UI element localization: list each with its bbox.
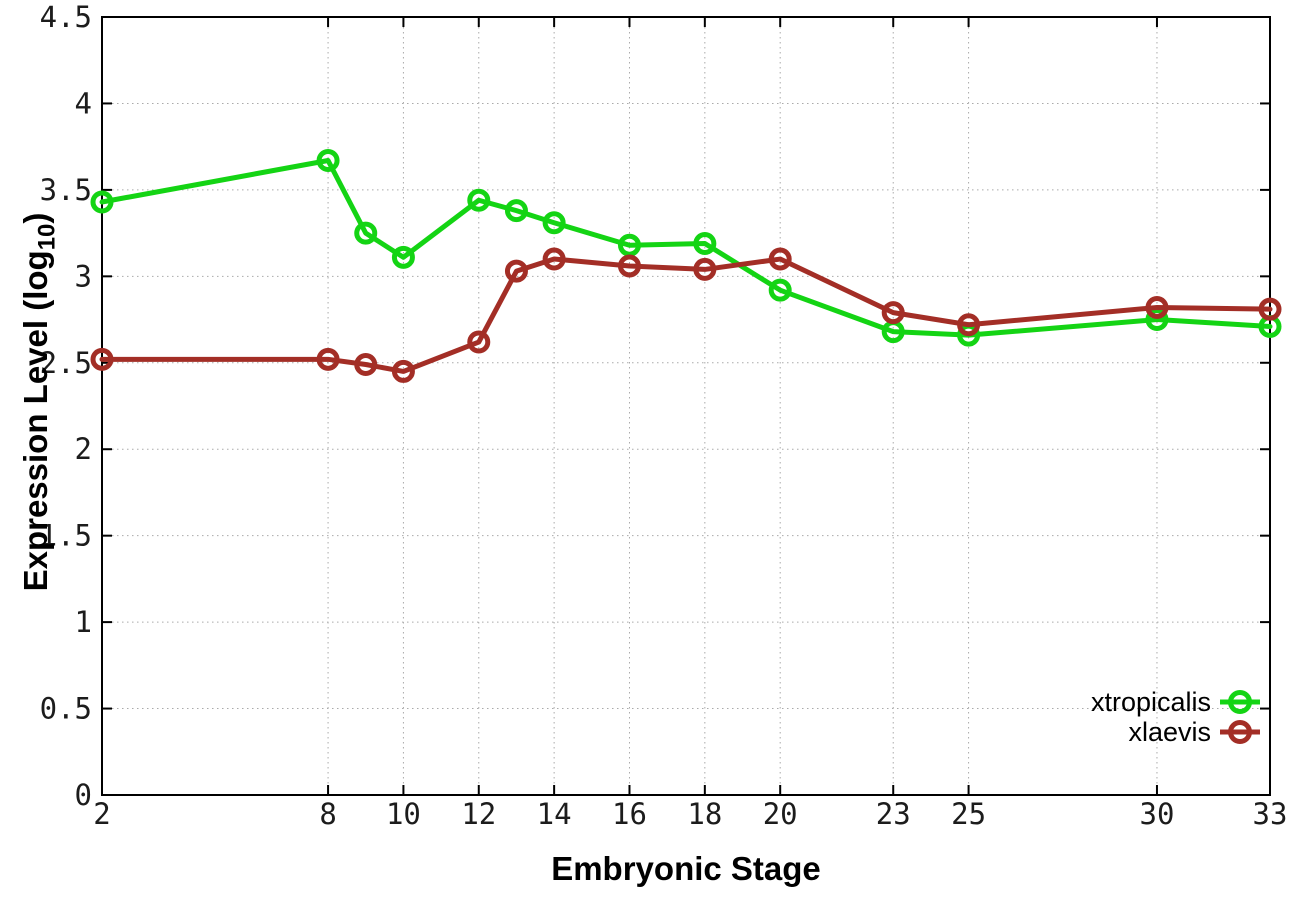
y-tick-label: 2.5 [40,346,92,380]
y-tick-label: 0.5 [40,692,92,726]
y-axis-title-close: ) [17,212,54,224]
legend-marker-xlaevis [1228,720,1252,744]
data-point-xlaevis [316,347,340,371]
y-tick-label: 4.5 [40,0,92,34]
data-point-xtropicalis [90,190,114,214]
x-tick-label: 33 [1253,797,1288,831]
data-point-xlaevis [354,353,378,377]
x-tick-label: 20 [763,797,798,831]
data-point-xtropicalis [542,211,566,235]
y-axis-title-main: Expression Level (log [17,250,54,592]
series-line-xlaevis [99,256,1273,374]
data-point-xlaevis [881,301,905,325]
data-point-xtropicalis [617,233,641,257]
legend-label-xlaevis: xlaevis [1128,717,1211,747]
series-line-xtropicalis [99,157,1273,338]
legend: xtropicalis xlaevis [1091,687,1260,747]
data-point-xtropicalis [391,245,415,269]
x-axis-title: Embryonic Stage [551,850,821,887]
data-point-xtropicalis [467,188,491,212]
x-tick-label: 25 [951,797,986,831]
data-point-xlaevis [1145,295,1169,319]
data-point-xlaevis [542,247,566,271]
data-point-xlaevis [467,330,491,354]
data-point-xlaevis [391,359,415,383]
data-point-xtropicalis [354,221,378,245]
data-point-xtropicalis [504,199,528,223]
ticks-layer [101,16,1271,796]
y-axis-title-sub: 10 [33,223,61,251]
x-tick-label: 8 [319,797,336,831]
data-point-xlaevis [957,313,981,337]
x-tick-label: 14 [537,797,572,831]
y-tick-label: 4 [75,86,92,120]
y-tick-label: 1 [75,605,92,639]
x-tick-label: 16 [612,797,647,831]
data-point-xlaevis [90,347,114,371]
series-layer [90,148,1282,383]
grid-layer [102,17,1270,795]
x-tick-label: 2 [93,797,110,831]
y-tick-label: 3 [75,259,92,293]
legend-label-xtropicalis: xtropicalis [1091,687,1211,717]
x-tick-label: 23 [876,797,911,831]
y-tick-label: 3.5 [40,173,92,207]
data-point-xlaevis [504,259,528,283]
x-tick-label: 10 [386,797,421,831]
legend-marker-xtropicalis [1228,690,1252,714]
legend-markers [1220,690,1260,744]
tick-labels-layer: 2 8 10 12 14 16 18 20 23 25 30 33 0 0.5 1 1.5 2 2.5 3 3.5 4 4… [40,0,1288,831]
data-point-xtropicalis [316,148,340,172]
y-tick-label: 1.5 [40,519,92,553]
y-tick-label: 0 [75,778,92,812]
y-axis-title: Expression Level (log10) [17,212,61,592]
data-point-xtropicalis [693,231,717,255]
data-point-xtropicalis [1145,308,1169,332]
x-tick-label: 12 [461,797,496,831]
x-tick-label: 30 [1140,797,1175,831]
plot-border [101,16,1271,796]
data-point-xlaevis [1258,297,1282,321]
y-tick-label: 2 [75,432,92,466]
x-tick-label: 18 [687,797,722,831]
data-point-xlaevis [693,257,717,281]
data-point-xtropicalis [768,278,792,302]
data-point-xlaevis [768,247,792,271]
data-point-xlaevis [617,254,641,278]
